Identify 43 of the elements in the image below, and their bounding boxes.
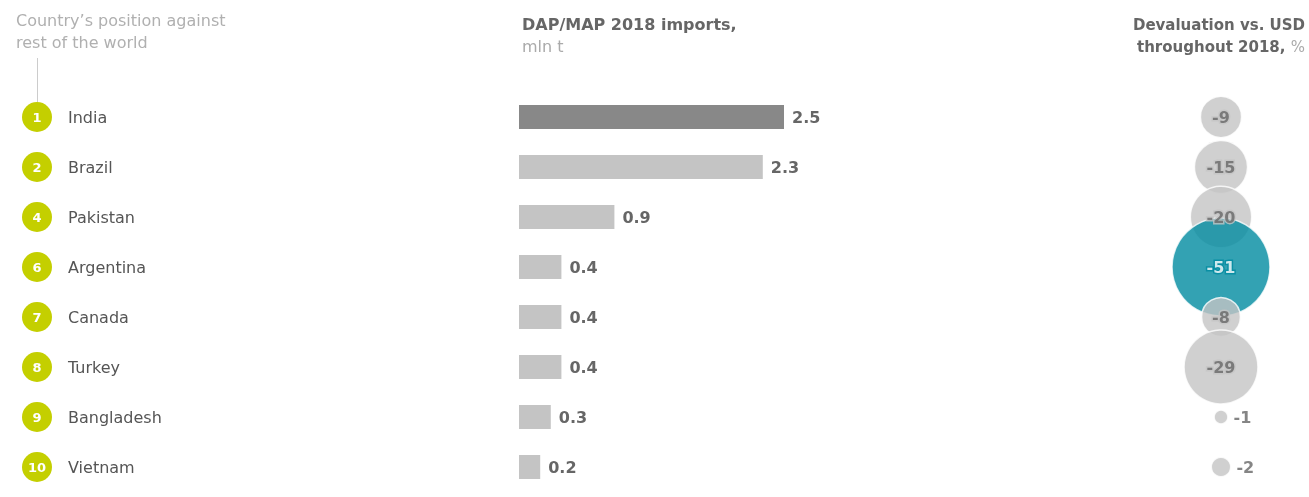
data-label: -8: [1212, 307, 1230, 327]
rank-badge: 4: [22, 202, 52, 232]
rank-badge: 1: [22, 102, 52, 132]
data-label: 2.3: [770, 157, 800, 177]
rank-badge: 8: [22, 352, 52, 382]
chart-subtitle: mln t: [522, 36, 565, 58]
bar: [519, 355, 562, 379]
y-axis-title: Country’s position against rest of the world: [16, 10, 227, 54]
y-tick-label: Pakistan: [68, 207, 135, 227]
bar: [519, 455, 541, 479]
bar: [519, 405, 551, 429]
data-label: 2.5: [792, 107, 821, 127]
data-label: -2: [1236, 457, 1255, 477]
chart-title: DAP/MAP 2018 imports,: [522, 14, 737, 36]
rank-badge: 9: [22, 402, 52, 432]
text: %: [1290, 38, 1305, 56]
rank-badge: 7: [22, 302, 52, 332]
y-tick-label: Canada: [68, 307, 129, 327]
bar: [519, 305, 562, 329]
data-label: -15: [1206, 157, 1236, 177]
data-label: 0.4: [569, 257, 598, 277]
bar: [519, 105, 784, 129]
y-tick-label: India: [68, 107, 108, 127]
data-label: 0.9: [622, 207, 651, 227]
bar: [519, 255, 562, 279]
data-label: -9: [1212, 107, 1230, 127]
y-tick-label: Turkey: [67, 357, 121, 377]
data-label: -1: [1233, 407, 1252, 427]
rank-badge: 2: [22, 152, 52, 182]
data-label: 0.3: [558, 407, 588, 427]
data-label: -51: [1206, 257, 1236, 277]
y-tick-label: Argentina: [68, 257, 147, 277]
rank-badge: 10: [22, 452, 52, 482]
y-tick-label: Brazil: [68, 157, 113, 177]
rank-badge: 6: [22, 252, 52, 282]
data-label: 0.4: [569, 307, 598, 327]
y-tick-label: Vietnam: [68, 457, 135, 477]
bar: [519, 155, 763, 179]
y-tick-label: Bangladesh: [68, 407, 162, 427]
bar: [519, 205, 615, 229]
data-label: -29: [1206, 357, 1236, 377]
data-label: 0.2: [548, 457, 577, 477]
data-label: 0.4: [569, 357, 598, 377]
